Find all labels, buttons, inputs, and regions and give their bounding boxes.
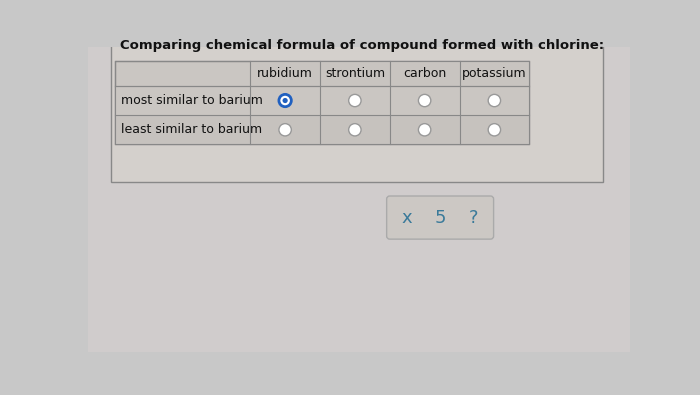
Circle shape [488,124,500,136]
Text: strontium: strontium [325,67,385,80]
Bar [115,86,529,115]
Circle shape [419,124,430,136]
Circle shape [349,94,361,107]
Circle shape [488,94,500,107]
Text: 5: 5 [435,209,446,227]
Text: least similar to barium: least similar to barium [121,123,262,136]
Circle shape [283,98,288,103]
Text: most similar to barium: most similar to barium [121,94,262,107]
Text: Comparing chemical formula of compound formed with chlorine:: Comparing chemical formula of compound f… [120,40,604,53]
Circle shape [349,124,361,136]
Text: x: x [402,209,412,227]
Text: potassium: potassium [462,67,526,80]
Text: carbon: carbon [403,67,447,80]
Text: ?: ? [469,209,478,227]
Bar [115,61,529,145]
Bar [115,115,529,145]
Circle shape [419,94,430,107]
Bar [111,32,603,182]
FancyBboxPatch shape [386,196,494,239]
Text: rubidium: rubidium [257,67,313,80]
Circle shape [279,94,291,107]
Circle shape [279,124,291,136]
Bar [251,61,529,86]
